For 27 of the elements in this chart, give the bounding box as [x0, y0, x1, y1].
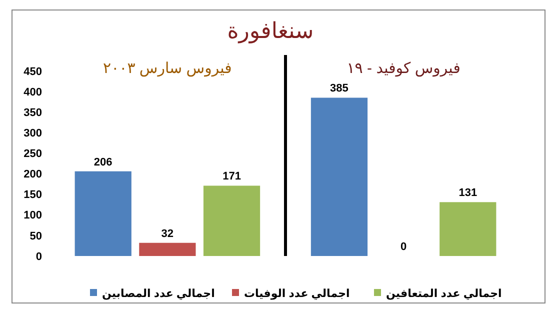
- data-label: 171: [222, 170, 241, 183]
- data-label: 131: [458, 187, 478, 200]
- y-tick-label: 150: [24, 189, 42, 202]
- y-tick-label: 450: [24, 66, 42, 78]
- data-label: 385: [330, 82, 348, 95]
- data-label: 32: [161, 228, 174, 240]
- legend-label: اجمالي عدد الوفيات: [244, 288, 350, 300]
- data-label: 206: [94, 156, 112, 168]
- bar: [139, 242, 196, 256]
- bar: [310, 98, 368, 256]
- data-label: 0: [400, 241, 407, 253]
- x-tick-label: فيروس سارس ٢٠٠٣: [103, 60, 232, 77]
- bar: [440, 202, 496, 256]
- y-tick-label: 0: [36, 250, 42, 263]
- chart-title: سنغافورة: [227, 18, 314, 44]
- y-tick-label: 300: [24, 128, 42, 140]
- y-tick-label: 350: [24, 106, 42, 119]
- bar: [203, 186, 260, 256]
- x-tick-label: فيروس كوفيد - ١٩: [346, 60, 460, 77]
- legend-label: اجمالي عدد المتعافين: [386, 288, 502, 300]
- y-tick-label: 250: [24, 148, 42, 160]
- y-tick-label: 50: [30, 230, 42, 242]
- y-tick-label: 400: [24, 86, 42, 98]
- bar: [74, 171, 132, 256]
- y-tick-label: 200: [24, 168, 42, 181]
- y-tick-label: 100: [24, 210, 42, 222]
- legend-label: اجمالي عدد المصابين: [102, 288, 215, 300]
